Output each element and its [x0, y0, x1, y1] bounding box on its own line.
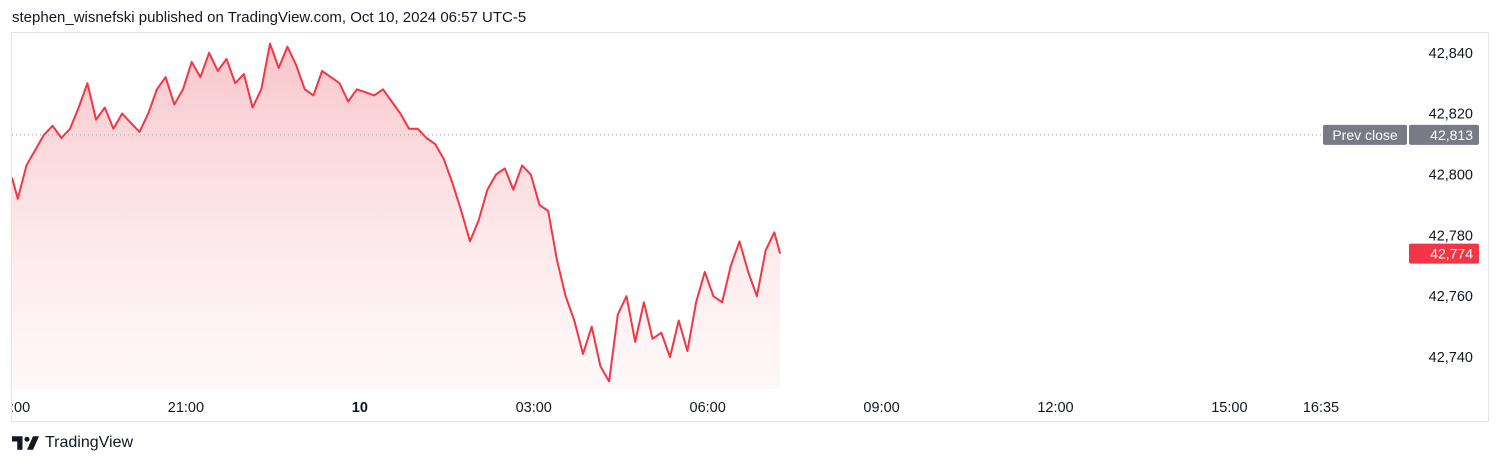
price-chart: 42,740 42,760 42,780 42,800 42,820 42,840 18:0…: [12, 42, 1479, 416]
y-tick-label: 42,740: [1429, 350, 1473, 366]
x-tick-label: 21:00: [168, 400, 204, 416]
y-tick-label: 42,780: [1429, 228, 1473, 244]
x-tick-label: 16:35: [1303, 400, 1339, 416]
prev-close-label: Prev close: [1332, 127, 1398, 143]
x-tick-label: 10: [352, 400, 368, 416]
y-tick-label: 42,760: [1429, 289, 1473, 305]
last-price-badge: [1409, 243, 1479, 264]
x-tick-label: 18:00: [12, 400, 30, 416]
last-price-value: 42,774: [1430, 246, 1473, 262]
y-tick-label: 42,800: [1429, 167, 1473, 183]
x-tick-label: 15:00: [1211, 400, 1247, 416]
prev-close-badge: [1323, 124, 1407, 145]
tradingview-logo-icon: [12, 436, 39, 450]
brand-name: TradingView: [45, 434, 134, 451]
x-tick-label: 03:00: [516, 400, 552, 416]
x-tick-label: 09:00: [863, 400, 899, 416]
x-tick-label: 06:00: [690, 400, 726, 416]
footer-brand: TradingView: [12, 434, 133, 452]
publish-attribution: stephen_wisnefski published on TradingVi…: [12, 9, 527, 26]
prev-close-value-badge: [1409, 124, 1479, 145]
chart-area[interactable]: 42,740 42,760 42,780 42,800 42,820 42,840 18:0…: [11, 32, 1489, 422]
y-tick-label: 42,820: [1429, 107, 1473, 123]
price-line: [12, 42, 782, 383]
y-tick-label: 42,840: [1429, 46, 1473, 62]
x-tick-label: 12:00: [1037, 400, 1073, 416]
price-area-fill: [12, 43, 781, 389]
prev-close-value: 42,813: [1430, 127, 1473, 143]
